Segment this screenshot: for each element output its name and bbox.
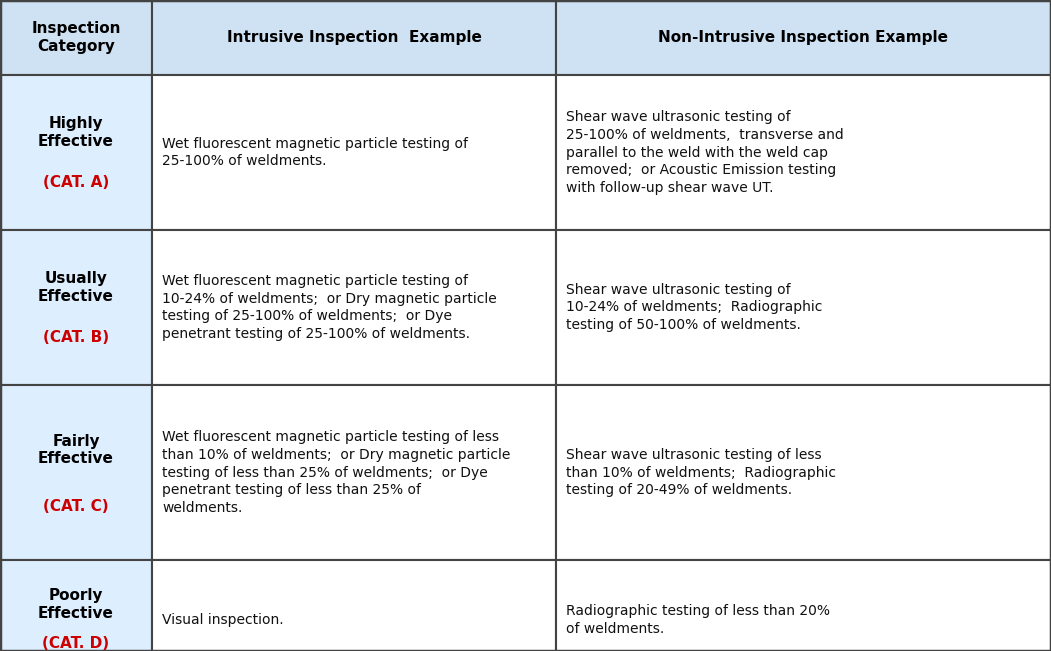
Text: Inspection
Category: Inspection Category <box>32 21 121 54</box>
Text: (CAT. C): (CAT. C) <box>43 499 109 514</box>
Bar <box>556 560 1051 651</box>
Text: (CAT. B): (CAT. B) <box>43 330 109 345</box>
Text: Wet fluorescent magnetic particle testing of less
than 10% of weldments;  or Dry: Wet fluorescent magnetic particle testin… <box>162 430 511 515</box>
Bar <box>556 75 1051 230</box>
Bar <box>152 560 556 651</box>
Text: Wet fluorescent magnetic particle testing of
10-24% of weldments;  or Dry magnet: Wet fluorescent magnetic particle testin… <box>162 273 497 341</box>
Text: Shear wave ultrasonic testing of
25-100% of weldments,  transverse and
parallel : Shear wave ultrasonic testing of 25-100%… <box>566 110 844 195</box>
Bar <box>556 0 1051 75</box>
Text: Usually
Effective: Usually Effective <box>38 271 114 303</box>
Text: (CAT. D): (CAT. D) <box>42 636 109 651</box>
Text: Fairly
Effective: Fairly Effective <box>38 434 114 466</box>
Bar <box>0 230 152 385</box>
Bar <box>152 0 556 75</box>
Text: Shear wave ultrasonic testing of
10-24% of weldments;  Radiographic
testing of 5: Shear wave ultrasonic testing of 10-24% … <box>566 283 822 333</box>
Bar <box>152 230 556 385</box>
Text: Poorly
Effective: Poorly Effective <box>38 589 114 620</box>
Text: (CAT. A): (CAT. A) <box>43 175 109 190</box>
Text: Intrusive Inspection  Example: Intrusive Inspection Example <box>227 30 481 45</box>
Bar <box>556 230 1051 385</box>
Text: Visual inspection.: Visual inspection. <box>162 613 284 627</box>
Bar <box>556 385 1051 560</box>
Text: Wet fluorescent magnetic particle testing of
25-100% of weldments.: Wet fluorescent magnetic particle testin… <box>162 137 468 169</box>
Bar <box>0 560 152 651</box>
Bar <box>152 75 556 230</box>
Text: Non-Intrusive Inspection Example: Non-Intrusive Inspection Example <box>659 30 948 45</box>
Bar <box>0 385 152 560</box>
Bar <box>0 75 152 230</box>
Text: Highly
Effective: Highly Effective <box>38 116 114 148</box>
Bar <box>0 0 152 75</box>
Bar <box>152 385 556 560</box>
Text: Shear wave ultrasonic testing of less
than 10% of weldments;  Radiographic
testi: Shear wave ultrasonic testing of less th… <box>566 448 836 497</box>
Text: Radiographic testing of less than 20%
of weldments.: Radiographic testing of less than 20% of… <box>566 604 830 636</box>
